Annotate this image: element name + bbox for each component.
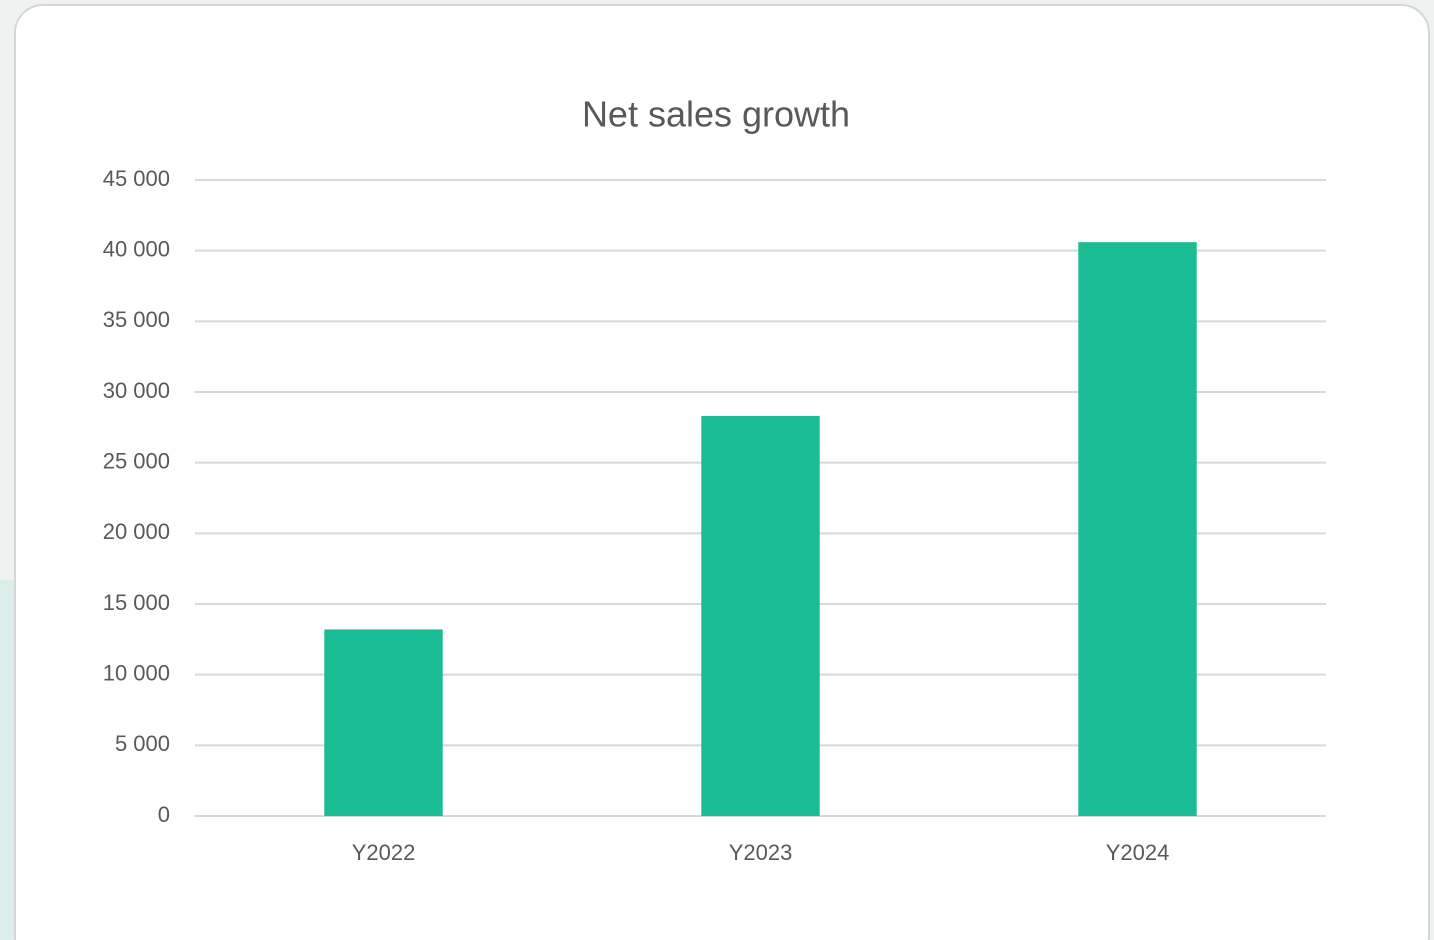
x-tick-label: Y2022 — [352, 840, 416, 865]
y-tick-label: 10 000 — [103, 660, 170, 685]
y-tick-label: 45 000 — [103, 166, 170, 191]
y-tick-label: 35 000 — [103, 307, 170, 332]
y-tick-label: 0 — [158, 802, 170, 827]
y-tick-label: 30 000 — [103, 378, 170, 403]
chart-title: Net sales growth — [582, 94, 850, 135]
bar — [1078, 242, 1197, 817]
x-tick-label: Y2023 — [729, 840, 793, 865]
y-tick-label: 15 000 — [103, 590, 170, 615]
y-tick-label: 25 000 — [103, 448, 170, 473]
x-tick-label: Y2024 — [1106, 840, 1170, 865]
bar — [324, 629, 443, 816]
y-tick-label: 5 000 — [115, 731, 170, 756]
y-tick-label: 20 000 — [103, 519, 170, 544]
y-tick-label: 40 000 — [103, 236, 170, 261]
bar — [701, 416, 820, 816]
